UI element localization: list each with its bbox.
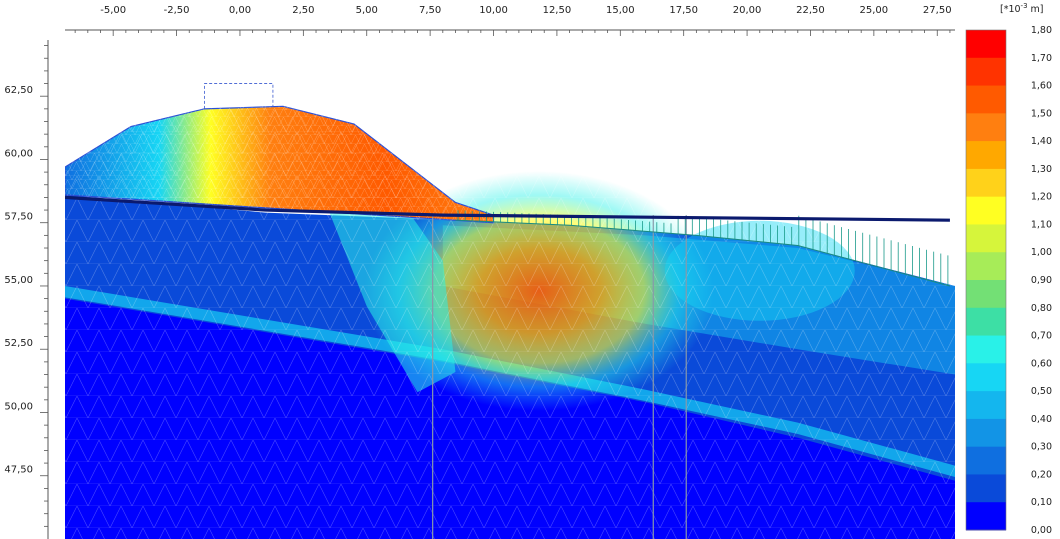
y-tick-label: 50,00 [4,401,33,412]
colorbar-swatch [966,391,1006,420]
colorbar-swatch [966,141,1006,170]
colorbar-label: 0,00 [1031,525,1052,536]
ground-surface-line [455,219,951,287]
colorbar-swatch [966,446,1006,475]
x-tick-label: 15,00 [606,5,635,16]
x-tick-label: 0,00 [229,5,251,16]
water-level-line [65,195,950,222]
colorbar-swatch [966,85,1006,114]
colorbar-swatch [966,252,1006,281]
colorbar-swatch [966,196,1006,225]
fe-mesh-overlay [65,38,955,539]
colorbar-label: 0,20 [1031,469,1052,480]
plot-area [65,38,955,539]
x-tick-label: 20,00 [733,5,762,16]
y-axis: 62,50 60,00 57,50 55,00 52,50 50,00 47,50 [4,40,49,539]
colorbar-label: 0,80 [1031,303,1052,314]
colorbar-label: 1,30 [1031,164,1052,175]
colorbar-label: 1,00 [1031,247,1052,258]
colorbar-swatch [966,307,1006,337]
x-tick-label: -5,00 [100,5,126,16]
x-tick-label: 22,50 [796,5,825,16]
x-tick-label: -2,50 [164,5,190,16]
colorbar-label: 1,60 [1031,81,1052,92]
colorbar-swatch [966,57,1006,87]
colorbar-swatch [966,335,1006,364]
x-tick-label: 25,00 [860,5,889,16]
colorbar-label: 0,60 [1031,358,1052,369]
x-tick-label: 17,50 [669,5,698,16]
colorbar-swatch [966,502,1006,531]
crest-outline [204,83,274,109]
x-tick-label: 12,50 [543,5,572,16]
colorbar-unit-label: [*10-3 m] [1000,2,1044,15]
colorbar-swatch [966,30,1006,59]
colorbar-label: 0,50 [1031,386,1052,397]
colorbar-swatch [966,474,1006,503]
y-tick-label: 55,00 [4,275,33,286]
x-tick-label: 5,00 [356,5,378,16]
colorbar-label: 1,20 [1031,192,1052,203]
colorbar-label: 1,10 [1031,219,1052,230]
colorbar-label: 0,30 [1031,442,1052,453]
y-tick-label: 57,50 [4,212,33,223]
colorbar-frame [965,29,1007,531]
colorbar-swatch [966,224,1006,253]
colorbar-label: 0,70 [1031,331,1052,342]
colorbar-label: 1,40 [1031,136,1052,147]
y-tick-label: 52,50 [4,338,33,349]
colorbar-swatch [966,280,1006,309]
colorbar-label: 1,70 [1031,53,1052,64]
y-tick-label: 47,50 [4,465,33,476]
y-tick-label: 60,00 [4,148,33,159]
x-tick-label: 7,50 [419,5,441,16]
x-tick-label: 2,50 [292,5,314,16]
x-tick-label: 27,50 [923,5,952,16]
colorbar-label: 1,50 [1031,108,1052,119]
x-tick-label: 10,00 [479,5,508,16]
colorbar-label: 1,80 [1031,25,1052,36]
colorbar-legend: 1,80 1,70 1,60 1,50 1,40 1,30 1,20 1,10 1,00 0,90… [965,25,1052,536]
colorbar-label: 0,10 [1031,497,1052,508]
y-tick-label: 62,50 [4,85,33,96]
colorbar-label: 0,40 [1031,414,1052,425]
colorbar-swatch [966,418,1006,448]
colorbar-swatch [966,113,1006,142]
x-axis: -5,00 -2,50 0,00 2,50 5,00 7,50 10,00 12,50 15,0… [65,5,955,36]
colorbar-label: 0,90 [1031,275,1052,286]
colorbar-swatch [966,168,1006,198]
colorbar-swatch [966,363,1006,392]
